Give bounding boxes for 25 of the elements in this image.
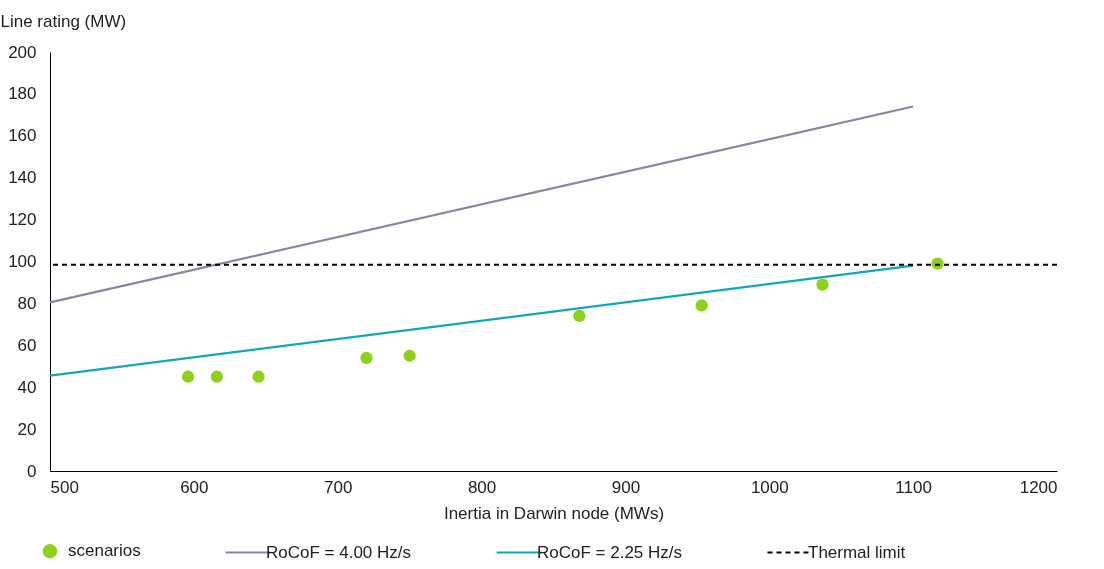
x-tick-label: 700 xyxy=(324,477,353,497)
legend-label: Thermal limit xyxy=(808,542,906,562)
x-tick-label: 900 xyxy=(611,477,641,497)
legend-label: RoCoF = 2.25 Hz/s xyxy=(537,542,683,562)
y-tick-label: 160 xyxy=(8,126,37,146)
x-tick-label: 600 xyxy=(180,477,209,497)
x-tick-label: 500 xyxy=(50,477,79,497)
x-tick-label: 1000 xyxy=(750,477,789,497)
y-axis-title: Line rating (MW) xyxy=(0,11,127,31)
legend-label: RoCoF = 4.00 Hz/s xyxy=(266,542,412,562)
y-tick-label: 60 xyxy=(17,335,37,355)
y-tick-label: 20 xyxy=(17,419,37,439)
y-tick-label: 100 xyxy=(8,252,37,271)
x-axis-title: Inertia in Darwin node (MWs) xyxy=(443,503,665,523)
legend-label: scenarios xyxy=(68,541,141,561)
y-tick-label: 40 xyxy=(17,377,37,397)
x-tick-label: 1200 xyxy=(1019,477,1058,497)
x-tick-label: 1100 xyxy=(895,477,932,497)
y-tick-label: 120 xyxy=(8,210,37,230)
y-tick-label: 180 xyxy=(8,84,37,104)
y-tick-label: 0 xyxy=(27,461,37,481)
y-tick-label: 200 xyxy=(8,42,37,62)
y-tick-label: 140 xyxy=(8,168,37,188)
x-tick-label: 800 xyxy=(467,477,497,497)
y-tick-label: 80 xyxy=(17,293,37,313)
